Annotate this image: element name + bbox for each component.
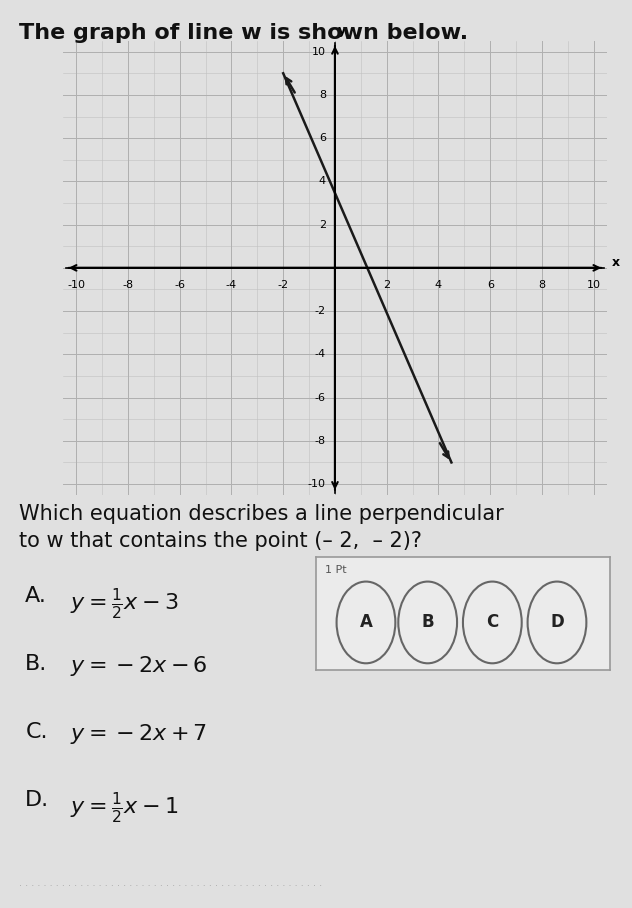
Text: B.: B.: [25, 654, 47, 674]
Text: $y = \frac{1}{2}x - 3$: $y = \frac{1}{2}x - 3$: [70, 586, 178, 620]
Text: y: y: [337, 24, 346, 36]
Text: 8: 8: [319, 90, 326, 100]
Text: $y = \frac{1}{2}x - 1$: $y = \frac{1}{2}x - 1$: [70, 790, 178, 824]
Text: $y =-2x - 6$: $y =-2x - 6$: [70, 654, 207, 677]
Text: D: D: [550, 614, 564, 631]
Text: -2: -2: [277, 280, 289, 290]
Text: -8: -8: [123, 280, 133, 290]
Text: 2: 2: [319, 220, 326, 230]
Text: -4: -4: [226, 280, 237, 290]
Text: 4: 4: [435, 280, 442, 290]
Text: -2: -2: [315, 306, 326, 316]
Text: B: B: [422, 614, 434, 631]
Text: -10: -10: [67, 280, 85, 290]
Text: to w that contains the point (– 2,  – 2)?: to w that contains the point (– 2, – 2)?: [19, 531, 422, 551]
Text: A.: A.: [25, 586, 47, 606]
Text: A: A: [360, 614, 372, 631]
Text: Which equation describes a line perpendicular: Which equation describes a line perpendi…: [19, 504, 504, 524]
Text: 8: 8: [538, 280, 545, 290]
Text: 6: 6: [319, 133, 326, 143]
Text: D.: D.: [25, 790, 49, 810]
Text: 6: 6: [487, 280, 494, 290]
Text: . . . . . . . . . . . . . . . . . . . . . . . . . . . . . . . . . . . . . . . . : . . . . . . . . . . . . . . . . . . . . …: [19, 878, 325, 888]
Text: -6: -6: [174, 280, 185, 290]
Text: C: C: [486, 614, 499, 631]
Text: C.: C.: [25, 722, 48, 742]
Text: -4: -4: [315, 350, 326, 360]
Text: 10: 10: [586, 280, 601, 290]
Text: 4: 4: [319, 176, 326, 186]
Text: The graph of line w is shown below.: The graph of line w is shown below.: [19, 23, 468, 43]
Text: x: x: [612, 256, 620, 269]
Text: 1 Pt: 1 Pt: [325, 565, 346, 575]
Text: 2: 2: [383, 280, 391, 290]
Text: $y =-2x + 7$: $y =-2x + 7$: [70, 722, 207, 745]
Text: -8: -8: [315, 436, 326, 446]
Text: -6: -6: [315, 392, 326, 402]
Text: 10: 10: [312, 46, 326, 56]
Text: -10: -10: [308, 479, 326, 489]
